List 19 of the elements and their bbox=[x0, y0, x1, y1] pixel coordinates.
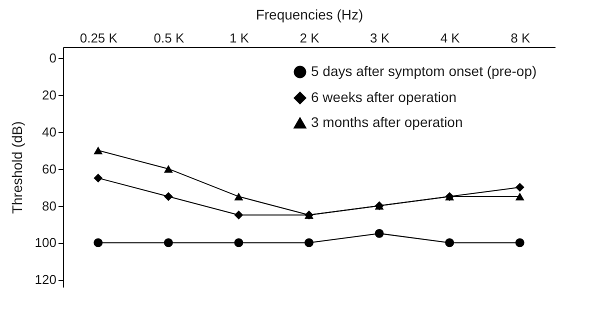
x-tick-label: 1 K bbox=[229, 30, 250, 46]
legend-label: 6 weeks after operation bbox=[311, 89, 457, 105]
x-tick-label: 0.5 K bbox=[154, 30, 184, 46]
legend-label: 3 months after operation bbox=[311, 114, 463, 130]
y-tick-label: 60 bbox=[42, 161, 56, 176]
legend-label: 5 days after symptom onset (pre-op) bbox=[311, 63, 537, 79]
x-tick-label: 8 K bbox=[510, 30, 530, 46]
y-axis-title: Threshold (dB) bbox=[8, 121, 25, 214]
y-tick-label: 20 bbox=[42, 88, 56, 102]
y-tick-label: 120 bbox=[34, 272, 56, 288]
y-tick-label: 80 bbox=[42, 198, 56, 214]
y-tick-label: 40 bbox=[42, 124, 56, 140]
y-tick-label: 0 bbox=[49, 50, 56, 66]
x-tick-label: 4 K bbox=[440, 30, 460, 46]
x-axis-title: Frequencies (Hz) bbox=[256, 6, 364, 22]
y-tick-label: 100 bbox=[34, 235, 56, 250]
x-tick-label: 0.25 K bbox=[80, 30, 118, 46]
x-tick-label: 3 K bbox=[370, 30, 390, 46]
x-tick-label: 2 K bbox=[300, 30, 320, 46]
